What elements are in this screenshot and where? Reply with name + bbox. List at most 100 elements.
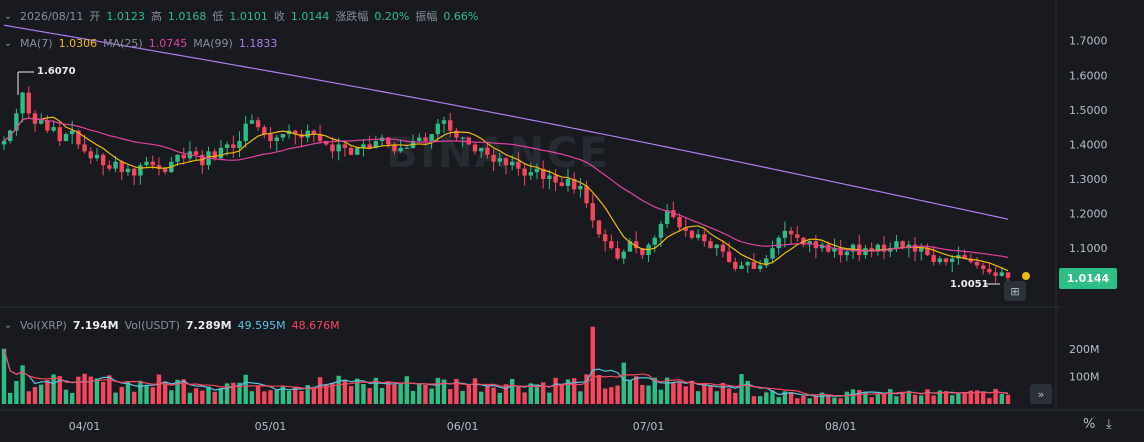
candle-up [547, 175, 552, 180]
candle-up [417, 137, 422, 141]
candle-down [702, 234, 707, 242]
candle-down [317, 134, 323, 141]
time-axis-label: 07/01 [633, 420, 665, 433]
price-axis-label: 1.2000 [1069, 208, 1108, 221]
candle-down [348, 147, 354, 155]
candle-down [119, 161, 124, 173]
volume-bar [45, 380, 50, 404]
volume-bar [423, 384, 428, 404]
candle-up [664, 210, 670, 224]
volume-bar [658, 389, 664, 404]
volume-bar [664, 377, 670, 404]
expand-icon[interactable]: ⤓ [1106, 417, 1112, 432]
change-label: 涨跌幅 [335, 10, 369, 23]
volume-bar [937, 390, 943, 404]
volume-bar [509, 378, 515, 404]
candle-down [386, 137, 391, 145]
volume-bar [974, 390, 980, 404]
volume-bar [324, 384, 329, 404]
volume-bar [293, 386, 298, 404]
volume-bar [76, 376, 81, 404]
candle-up [764, 258, 769, 266]
volume-bar [534, 384, 540, 404]
volume-bar [788, 392, 794, 404]
candle-down [726, 251, 732, 262]
candle-down [981, 265, 986, 269]
volume-bar [169, 390, 174, 404]
vol-usdt-label[interactable]: Vol(USDT) [124, 318, 180, 332]
volume-bar [615, 385, 620, 404]
volume-bar [702, 384, 707, 404]
candle-up [38, 120, 44, 124]
volume-bar [355, 378, 360, 404]
volume-bar [584, 374, 589, 404]
candle-down [88, 151, 93, 159]
price-axis-label: 1.7000 [1069, 35, 1108, 48]
volume-bar [919, 395, 924, 404]
candle-down [553, 175, 558, 183]
vol-usdt-value: 7.289M [185, 318, 232, 332]
volume-bar [931, 395, 936, 404]
candle-down [838, 248, 843, 256]
ma25-label[interactable]: MA(25) [103, 36, 143, 50]
ma99-label[interactable]: MA(99) [193, 36, 233, 50]
volume-bar [255, 386, 261, 404]
volume-bar [268, 390, 273, 404]
candle-down [107, 165, 112, 169]
candle-up [336, 144, 341, 152]
candle-up [237, 140, 242, 148]
candle-down [454, 130, 459, 138]
volume-bar [280, 386, 286, 404]
volume-bar [249, 391, 255, 404]
candle-down [342, 144, 348, 148]
reset-view-button[interactable]: ⊞ [1004, 281, 1026, 301]
grid [0, 0, 1144, 411]
volume-bar [175, 379, 180, 404]
chevron-down-icon[interactable]: ⌄ [3, 319, 13, 331]
volume-bar [386, 381, 391, 404]
candle-down [268, 134, 273, 141]
volume-legend: ⌄ Vol(XRP) 7.194M Vol(USDT) 7.289M 49.59… [2, 315, 340, 335]
volume-bar [968, 390, 974, 404]
volume-bar [94, 378, 100, 404]
volume-bar [751, 396, 757, 404]
volume-bar [888, 389, 893, 404]
candle-up [528, 172, 533, 176]
volume-bar [764, 392, 769, 404]
candle-down [925, 248, 930, 256]
candle-up [745, 261, 750, 266]
candle-down [590, 203, 595, 221]
volume-bar [819, 392, 825, 404]
candle-down [584, 185, 589, 204]
volume-bar [875, 393, 881, 404]
candle-up [249, 120, 255, 124]
volume-bar [193, 388, 199, 404]
ma7-label[interactable]: MA(7) [20, 36, 53, 50]
chevron-down-icon[interactable]: ⌄ [3, 37, 13, 49]
chevron-down-icon[interactable]: ⌄ [3, 10, 13, 22]
scroll-right-button[interactable]: » [1030, 384, 1052, 404]
volume-bar [88, 376, 93, 404]
volume-bar [633, 376, 639, 404]
vol-xrp-label[interactable]: Vol(XRP) [20, 318, 67, 332]
candle-down [708, 241, 713, 249]
candle-up [305, 130, 310, 138]
candle-down [912, 244, 918, 252]
candle-up [739, 265, 744, 269]
candle-down [162, 168, 168, 173]
volume-bar [906, 390, 912, 404]
volume-bar [745, 380, 750, 404]
candle-down [156, 165, 162, 169]
volume-bar [733, 392, 738, 404]
candle-down [131, 168, 137, 176]
candle-down [869, 248, 874, 252]
candle-down [943, 258, 949, 262]
candle-up [776, 237, 781, 249]
volume-bar [912, 394, 918, 404]
volume-bar [379, 388, 385, 404]
candle-up [782, 230, 788, 238]
volume-bar [881, 392, 887, 404]
percent-toggle[interactable]: % [1083, 417, 1096, 432]
